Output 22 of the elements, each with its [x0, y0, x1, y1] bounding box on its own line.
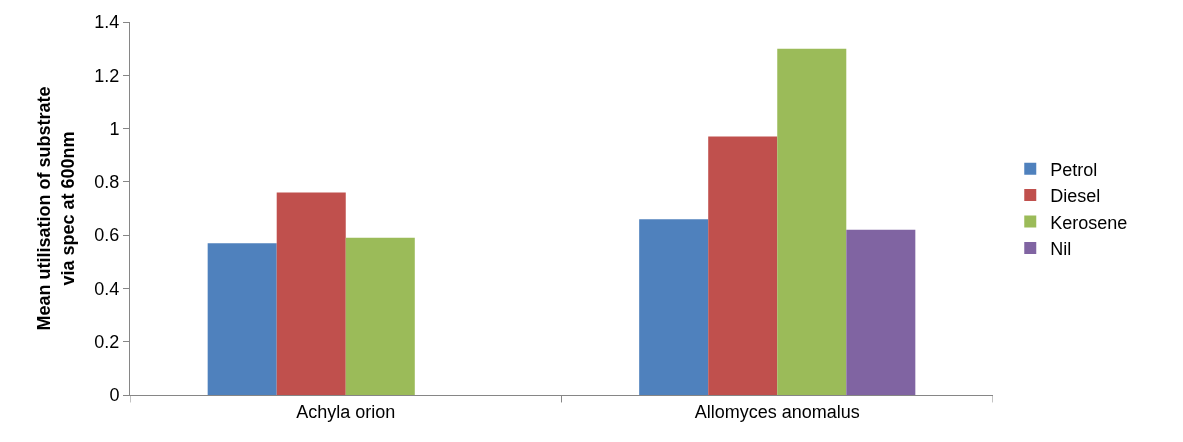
bar	[708, 136, 778, 395]
legend-label: Nil	[1050, 238, 1072, 259]
y-tick-label: 0	[109, 385, 120, 406]
bar	[345, 237, 415, 395]
y-tick-label: 1.4	[94, 12, 120, 33]
y-tick-label: 0.4	[94, 278, 120, 299]
y-tick-label: 0.8	[94, 172, 120, 193]
y-tick-label: 0.2	[94, 332, 120, 353]
bar	[846, 229, 916, 395]
bar	[639, 219, 709, 395]
bar	[777, 48, 847, 395]
bar	[276, 192, 346, 395]
legend-label: Diesel	[1050, 186, 1101, 207]
legend-label: Petrol	[1050, 159, 1098, 180]
legend-label: Kerosene	[1050, 212, 1128, 233]
bar	[207, 243, 277, 395]
x-tick-label: Achyla orion	[296, 401, 396, 422]
y-axis-title: Mean utilisation of substrate via spec at 600nm	[34, 86, 78, 331]
x-tick-label: Allomyces anomalus	[694, 401, 860, 422]
y-tick-label: 1.2	[94, 65, 120, 86]
y-tick-label: 1	[109, 118, 120, 139]
y-tick-label: 0.6	[94, 225, 120, 246]
